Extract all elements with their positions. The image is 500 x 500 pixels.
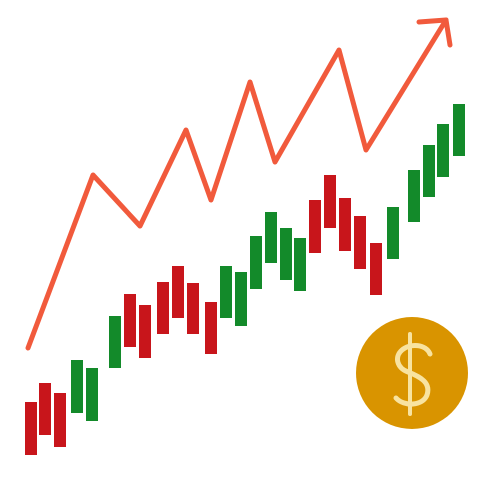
candlestick: [265, 212, 277, 263]
candlestick: [157, 282, 169, 334]
candlestick: [250, 236, 262, 289]
candlestick: [172, 266, 184, 318]
candlestick: [86, 368, 98, 421]
candlestick: [220, 266, 232, 318]
candlestick: [54, 393, 66, 447]
dollar-coin-icon: [356, 317, 468, 429]
candlestick: [354, 216, 366, 269]
candlestick: [339, 198, 351, 251]
candlestick: [370, 243, 382, 295]
candlestick: [39, 383, 51, 435]
candlestick: [294, 238, 306, 291]
candlestick: [408, 170, 420, 222]
candlestick: [423, 145, 435, 197]
candlestick: [25, 402, 37, 455]
candlestick: [235, 272, 247, 326]
candlestick: [453, 104, 465, 156]
trend-line: [25, 17, 449, 351]
candlestick: [205, 302, 217, 354]
candlestick: [187, 283, 199, 334]
candlestick-group: [25, 104, 465, 455]
candlestick: [71, 360, 83, 413]
candlestick: [139, 305, 151, 358]
candlestick: [309, 200, 321, 253]
candlestick: [387, 207, 399, 259]
candlestick: [437, 124, 449, 177]
candlestick: [280, 228, 292, 280]
candlestick: [324, 175, 336, 228]
trend-up-arrow-icon: [25, 17, 453, 351]
arrow-head: [416, 17, 453, 48]
candlestick: [109, 316, 121, 368]
candlestick: [124, 294, 136, 347]
